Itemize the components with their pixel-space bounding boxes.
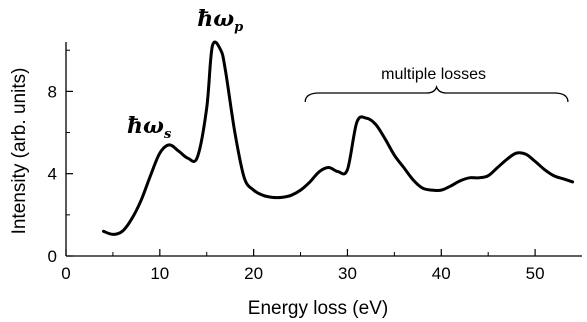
x-tick-label: 40 <box>432 264 451 283</box>
multiple-losses-brace <box>304 84 569 103</box>
y-tick-label: 0 <box>48 247 57 266</box>
x-axis-label: Energy loss (eV) <box>248 298 388 319</box>
spectrum-line <box>102 40 575 236</box>
ticks <box>65 49 536 257</box>
x-tick-label: 50 <box>526 264 545 283</box>
x-tick-label: 20 <box>244 264 263 283</box>
x-tick-label: 30 <box>338 264 357 283</box>
tick-labels: 0 10 20 30 40 50 0 4 8 <box>48 82 545 283</box>
x-tick-label: 0 <box>61 264 70 283</box>
surface-plasmon-label: ħωs <box>127 113 172 142</box>
x-tick-label: 10 <box>150 264 169 283</box>
multiple-losses-label: multiple losses <box>381 66 486 83</box>
y-tick-label: 4 <box>48 165 57 184</box>
y-axis-label: Intensity (arb. units) <box>9 68 30 235</box>
bulk-plasmon-label: ħωp <box>197 6 243 35</box>
y-tick-label: 8 <box>48 82 57 101</box>
axes <box>65 42 582 257</box>
